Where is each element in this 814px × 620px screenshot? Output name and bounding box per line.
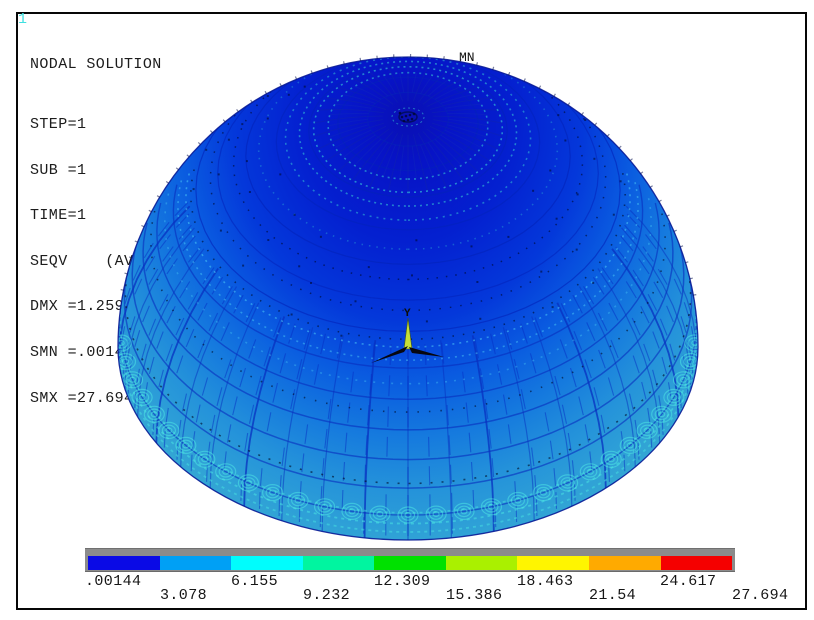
info-line: STEP=1 (30, 116, 87, 134)
colorbar-label: .00144 (85, 573, 142, 590)
triad-y-arrow (403, 317, 413, 350)
colorbar-segment (445, 556, 518, 570)
info-title: NODAL SOLUTION (30, 56, 162, 74)
min-marker-label: MN (459, 50, 475, 65)
colorbar-label: 18.463 (517, 573, 574, 590)
colorbar-gradient-bar (88, 556, 733, 570)
colorbar-segment (302, 556, 375, 570)
info-line: SUB =1 (30, 161, 87, 179)
colorbar-label: 21.54 (589, 587, 637, 604)
plot-number: 1 (18, 11, 28, 28)
triad-x-arrow (371, 346, 408, 363)
colorbar-label: 3.078 (160, 587, 208, 604)
colorbar (85, 548, 735, 572)
triad-z-arrow (409, 347, 444, 357)
colorbar-label: 12.309 (374, 573, 431, 590)
dome-render (117, 53, 699, 541)
colorbar-label: 27.694 (732, 587, 789, 604)
colorbar-label: 15.386 (446, 587, 503, 604)
colorbar-segment (88, 556, 160, 570)
colorbar-segment (660, 556, 733, 570)
colorbar-segment (374, 556, 446, 570)
colorbar-label: 6.155 (231, 573, 279, 590)
origin-triad: Y (371, 308, 444, 363)
colorbar-label: 9.232 (303, 587, 351, 604)
colorbar-segment (159, 556, 232, 570)
colorbar-segment (231, 556, 303, 570)
info-line: SMN =.00144 (30, 344, 134, 362)
viewport-border (16, 12, 807, 610)
info-line: SMX =27.694 (30, 389, 134, 407)
info-line: TIME=1 (30, 207, 87, 225)
colorbar-segment (588, 556, 661, 570)
info-panel: NODAL SOLUTION STEP=1 SUB =1 TIME=1 SEQV… (30, 27, 162, 436)
info-line: DMX =1.259 (30, 298, 125, 316)
triad-y-axis-label: Y (404, 308, 411, 320)
dome-surface (118, 57, 698, 540)
colorbar-segment (517, 556, 589, 570)
colorbar-label: 24.617 (660, 573, 717, 590)
